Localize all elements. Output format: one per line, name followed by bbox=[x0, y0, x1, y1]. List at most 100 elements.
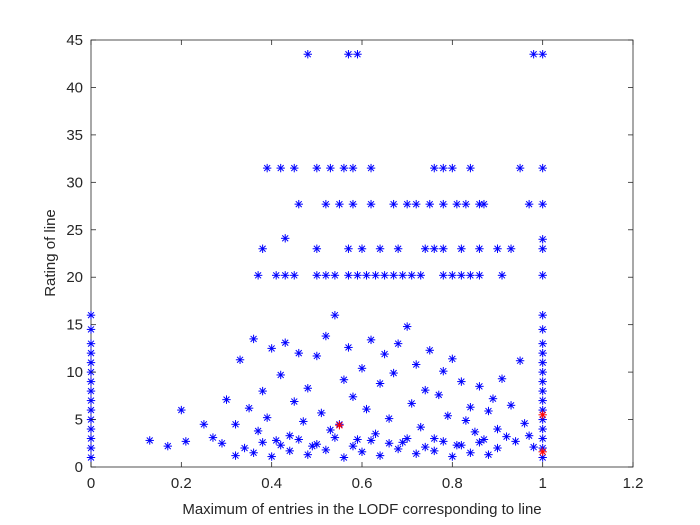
data-point bbox=[452, 199, 462, 209]
data-point bbox=[330, 433, 340, 442]
data-point bbox=[285, 446, 294, 456]
data-point bbox=[321, 331, 331, 341]
data-point bbox=[448, 354, 457, 364]
data-point bbox=[538, 339, 547, 348]
y-tick-label: 10 bbox=[66, 364, 83, 381]
data-point bbox=[475, 244, 484, 253]
data-point bbox=[470, 427, 480, 437]
data-point bbox=[524, 431, 534, 440]
data-point bbox=[366, 163, 376, 173]
data-point bbox=[362, 271, 371, 280]
data-point bbox=[335, 199, 344, 209]
data-point bbox=[430, 163, 439, 173]
data-point bbox=[249, 334, 258, 344]
data-point bbox=[362, 404, 371, 414]
data-point bbox=[466, 403, 475, 412]
data-point bbox=[86, 434, 96, 443]
data-point bbox=[86, 348, 96, 358]
data-point bbox=[380, 271, 389, 280]
data-point bbox=[276, 440, 285, 450]
data-point bbox=[86, 339, 96, 348]
data-point bbox=[86, 424, 96, 434]
data-point bbox=[244, 403, 254, 413]
data-point bbox=[344, 271, 353, 280]
y-tick-label: 5 bbox=[75, 412, 83, 429]
x-tick-label: 1.2 bbox=[623, 475, 644, 492]
data-point bbox=[326, 425, 335, 435]
data-point bbox=[407, 399, 416, 408]
data-point bbox=[258, 438, 267, 447]
y-tick-label: 45 bbox=[66, 32, 83, 49]
data-point bbox=[421, 244, 430, 253]
data-point bbox=[294, 348, 303, 358]
data-point bbox=[457, 377, 466, 386]
data-point bbox=[249, 448, 258, 457]
data-point bbox=[448, 271, 457, 280]
data-point bbox=[538, 271, 547, 280]
data-point bbox=[393, 244, 403, 253]
data-point bbox=[290, 397, 299, 406]
x-tick-label: 0.2 bbox=[171, 475, 192, 492]
data-point bbox=[538, 377, 547, 386]
data-point bbox=[276, 370, 285, 380]
data-point bbox=[281, 271, 290, 280]
data-point bbox=[86, 310, 96, 320]
data-point bbox=[357, 364, 367, 373]
data-point bbox=[402, 434, 412, 443]
data-point bbox=[538, 310, 547, 320]
y-axis-label: Rating of line bbox=[42, 209, 59, 297]
data-point bbox=[448, 163, 457, 173]
data-point bbox=[529, 50, 538, 59]
data-point bbox=[330, 310, 340, 320]
data-point bbox=[457, 440, 466, 450]
data-point bbox=[439, 199, 448, 209]
data-point bbox=[479, 435, 489, 444]
data-point bbox=[199, 420, 209, 429]
data-point bbox=[258, 386, 267, 396]
y-tick-label: 35 bbox=[66, 127, 83, 144]
data-point bbox=[457, 271, 466, 280]
data-point bbox=[398, 438, 407, 447]
data-point bbox=[312, 244, 322, 253]
data-point bbox=[281, 234, 290, 243]
data-point bbox=[303, 50, 312, 59]
data-point bbox=[253, 426, 263, 436]
data-point bbox=[416, 422, 425, 432]
data-point bbox=[425, 199, 434, 209]
data-point bbox=[538, 199, 547, 209]
data-point bbox=[312, 440, 322, 449]
data-point bbox=[538, 163, 547, 173]
data-point bbox=[538, 434, 547, 443]
data-point bbox=[511, 437, 520, 446]
data-point bbox=[475, 271, 484, 280]
data-point bbox=[258, 244, 267, 253]
data-point bbox=[497, 271, 507, 280]
data-points bbox=[86, 50, 547, 462]
data-point bbox=[371, 429, 380, 438]
data-point bbox=[339, 163, 349, 173]
data-point bbox=[520, 419, 529, 428]
data-point bbox=[222, 395, 231, 404]
data-point bbox=[86, 396, 96, 405]
data-point bbox=[402, 322, 412, 331]
data-point bbox=[163, 441, 172, 451]
x-tick-label: 0.8 bbox=[442, 475, 463, 492]
data-point bbox=[402, 199, 412, 209]
data-point-highlight bbox=[335, 421, 344, 430]
data-point bbox=[380, 349, 389, 359]
data-point bbox=[443, 411, 453, 420]
data-point bbox=[538, 358, 547, 367]
x-tick-label: 1 bbox=[538, 475, 546, 492]
plot-area bbox=[90, 39, 634, 468]
data-point bbox=[208, 433, 218, 442]
data-point bbox=[262, 413, 272, 422]
data-point bbox=[86, 386, 96, 396]
data-point bbox=[290, 163, 299, 173]
data-point bbox=[299, 417, 308, 426]
data-point bbox=[344, 244, 353, 253]
data-point bbox=[303, 450, 312, 459]
data-point bbox=[506, 244, 516, 253]
data-point bbox=[461, 199, 471, 209]
data-point bbox=[86, 405, 96, 415]
data-point bbox=[145, 436, 154, 445]
